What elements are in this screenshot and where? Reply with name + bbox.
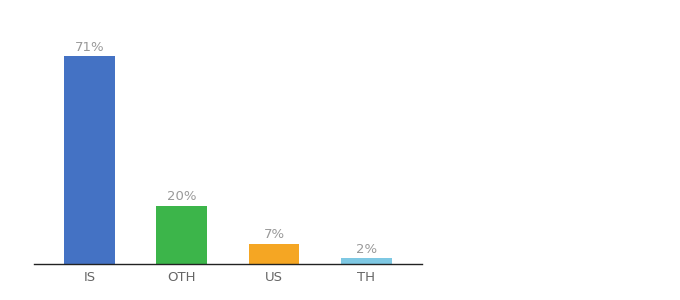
Text: 7%: 7%	[263, 228, 284, 241]
Bar	[341, 258, 392, 264]
Text: 2%: 2%	[356, 243, 377, 256]
Text: 71%: 71%	[75, 41, 104, 54]
Text: 20%: 20%	[167, 190, 197, 203]
Bar	[249, 244, 299, 264]
Bar	[156, 206, 207, 264]
Bar	[64, 56, 115, 264]
